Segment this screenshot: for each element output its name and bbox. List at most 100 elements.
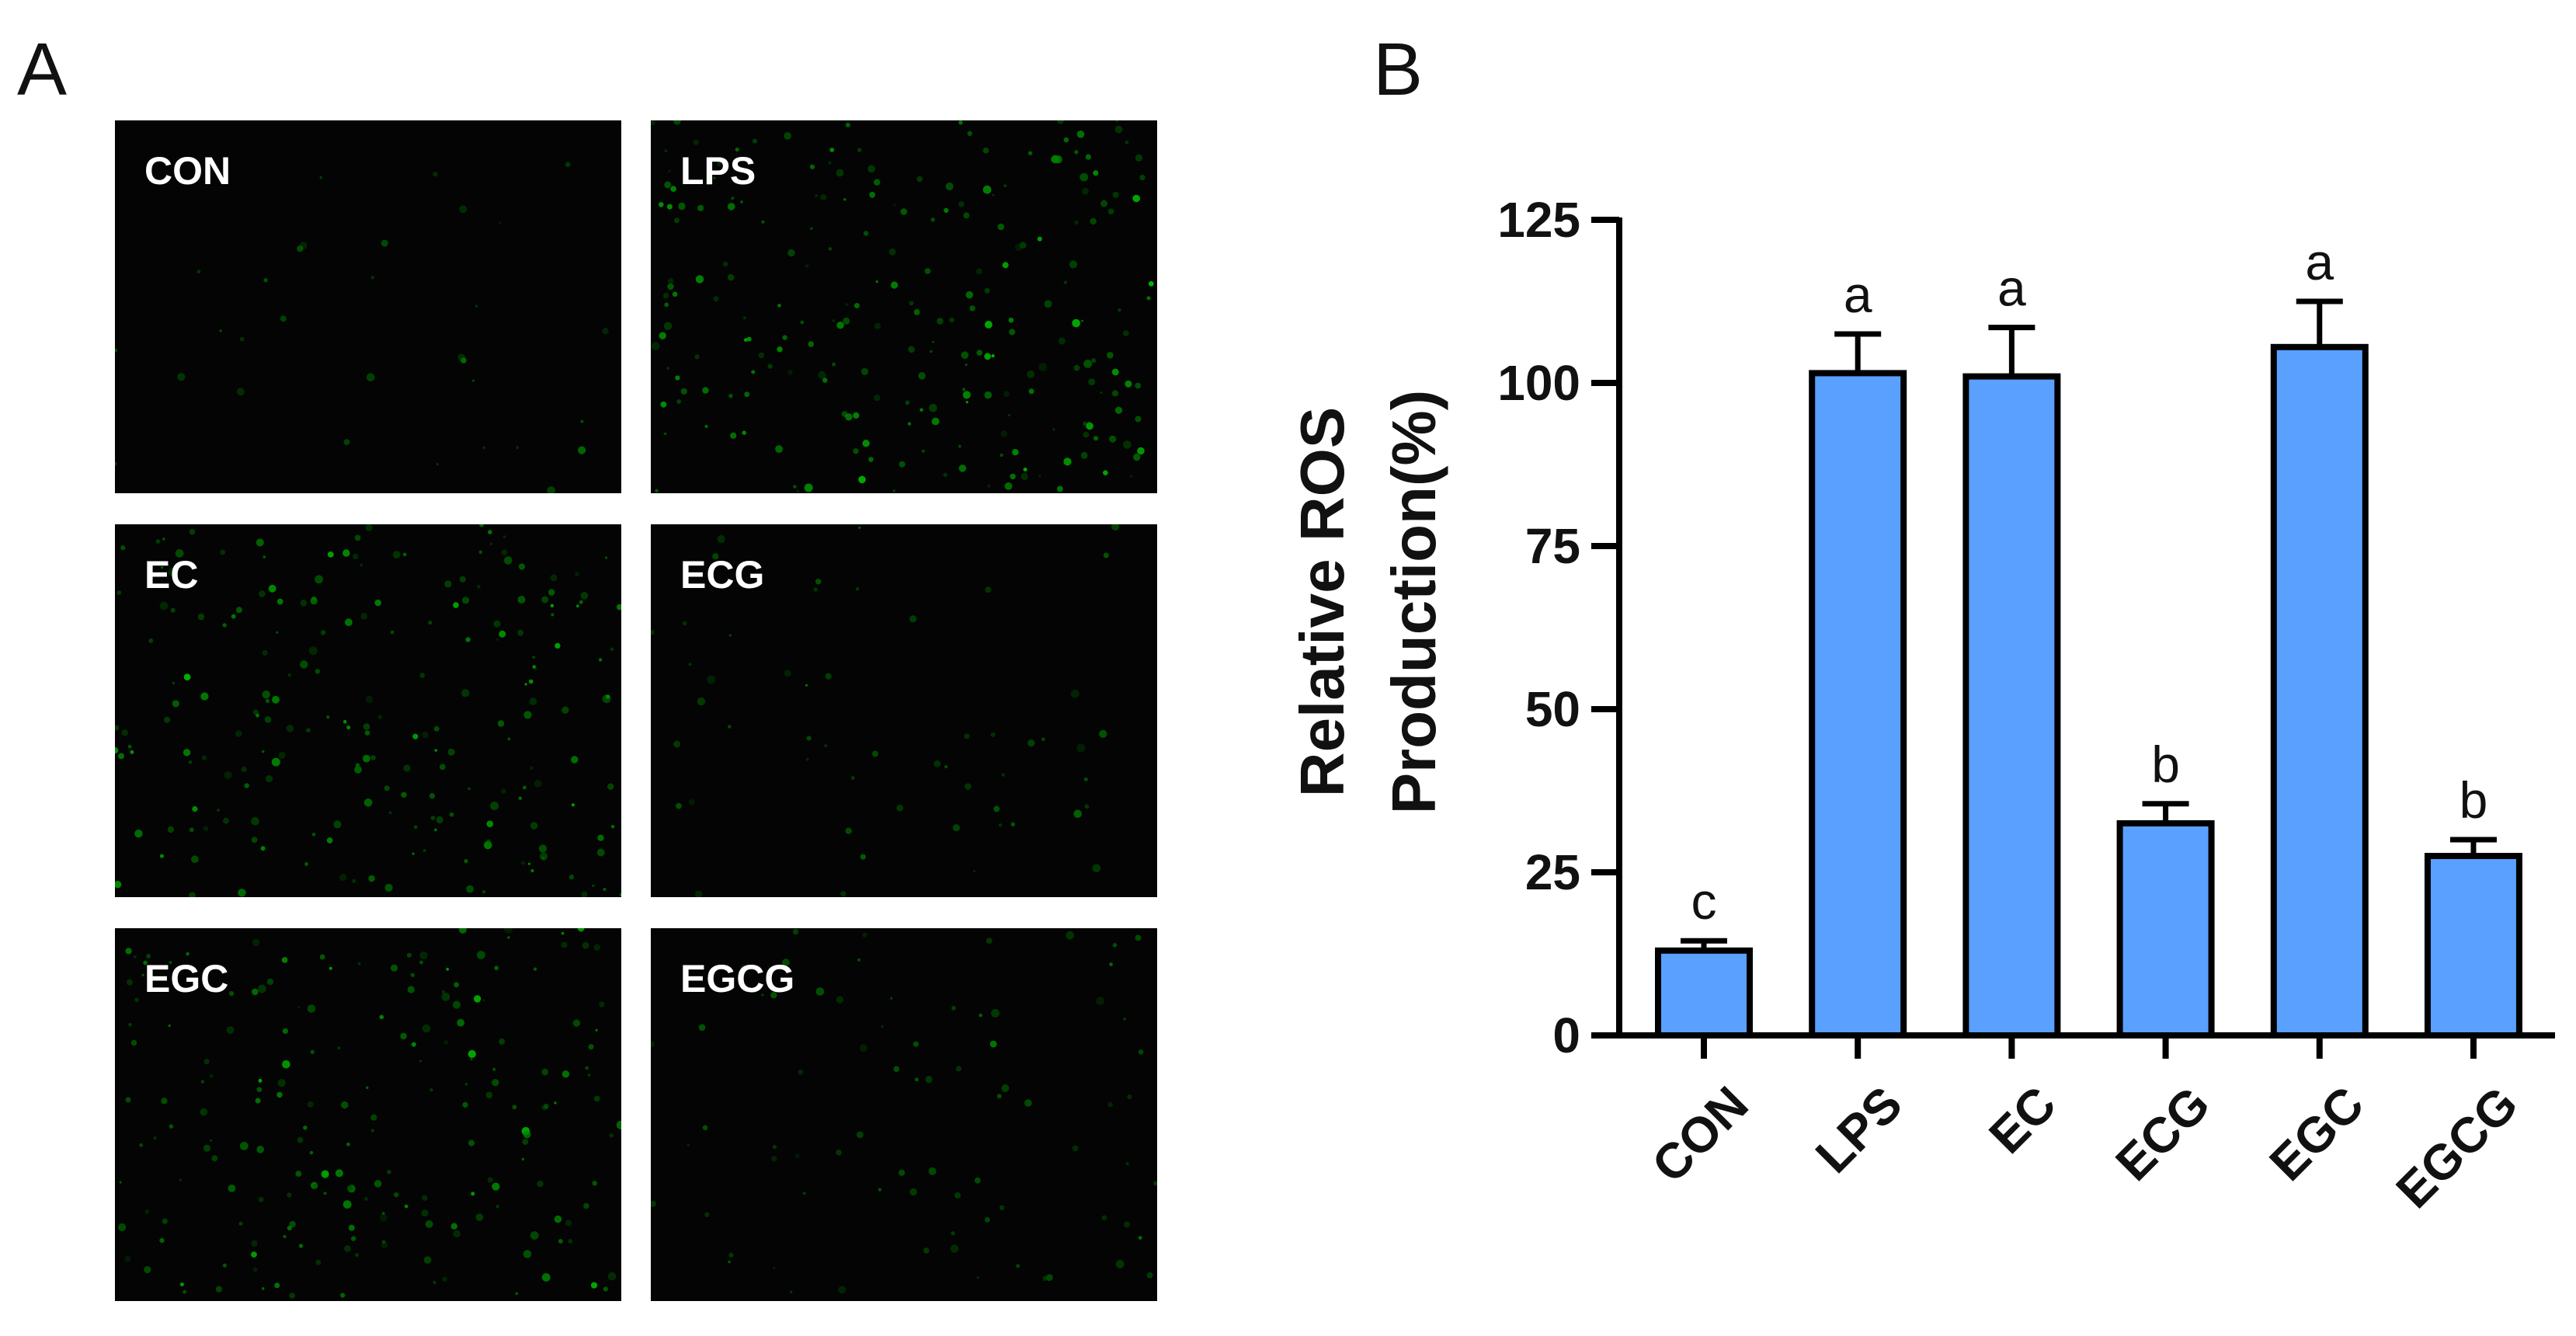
fluorescent-cell <box>379 1213 388 1222</box>
fluorescent-cell <box>771 1156 777 1162</box>
fluorescent-cell <box>419 673 426 678</box>
fluorescent-cell <box>952 824 960 832</box>
fluorescent-cell <box>524 683 527 686</box>
fluorescent-cell <box>161 566 164 569</box>
fluorescent-cell <box>241 766 247 772</box>
fluorescent-cell <box>125 948 132 955</box>
x-tick-label: EC <box>1978 1076 2067 1164</box>
fluorescent-cell <box>659 202 664 207</box>
fluorescent-cell <box>119 1181 122 1184</box>
fluorescent-cell <box>875 280 878 284</box>
fluorescent-cell <box>256 1146 264 1153</box>
fluorescent-cell <box>310 1049 315 1055</box>
fluorescent-cell <box>727 273 735 281</box>
fluorescent-cell <box>134 997 139 1002</box>
fluorescent-cell <box>889 997 893 1000</box>
fluorescent-cell <box>462 1101 468 1108</box>
fluorescent-cell <box>172 681 176 685</box>
fluorescence-spots <box>115 524 621 897</box>
fluorescent-cell <box>673 120 681 125</box>
fluorescent-cell <box>964 733 970 739</box>
fluorescent-cell <box>961 351 969 360</box>
fluorescent-cell <box>289 1220 296 1228</box>
fluorescent-cell <box>1122 330 1129 337</box>
fluorescent-cell <box>1004 482 1013 490</box>
fluorescent-cell <box>913 309 920 315</box>
fluorescent-cell <box>590 1282 598 1289</box>
fluorescent-cell <box>471 379 475 382</box>
fluorescent-cell <box>428 621 433 625</box>
fluorescent-cell <box>343 439 350 446</box>
fluorescent-cell <box>572 1019 581 1027</box>
fluorescent-cell <box>239 336 245 342</box>
fluorescent-cell <box>1135 154 1143 162</box>
fluorescent-cell <box>955 1066 961 1072</box>
fluorescent-cell <box>672 291 678 297</box>
fluorescent-cell <box>578 446 586 454</box>
fluorescent-cell <box>1111 524 1120 531</box>
fluorescent-cell <box>226 1026 235 1035</box>
fluorescent-cell <box>577 928 585 932</box>
fluorescent-cell <box>1081 319 1084 322</box>
y-tick-label: 100 <box>1497 355 1580 411</box>
fluorescent-cell <box>177 373 186 381</box>
fluorescent-cell <box>197 613 205 621</box>
fluorescent-cell <box>598 658 603 662</box>
fluorescence-spots <box>651 928 1157 1294</box>
fluorescent-cell <box>452 1000 461 1009</box>
fluorescent-cell <box>252 938 260 947</box>
fluorescent-cell <box>289 1293 295 1299</box>
fluorescent-cell <box>1124 1221 1130 1228</box>
fluorescent-cell <box>477 584 481 589</box>
fluorescence-spots <box>651 120 1154 493</box>
fluorescent-cell <box>384 785 390 792</box>
fluorescent-cell <box>315 669 321 674</box>
fluorescent-cell <box>298 1244 304 1248</box>
fluorescent-cell <box>403 764 411 772</box>
fluorescent-cell <box>436 463 439 466</box>
fluorescent-cell <box>374 599 382 607</box>
fluorescent-cell <box>335 1169 343 1178</box>
fluorescent-cell <box>315 575 323 584</box>
fluorescent-cell <box>475 304 478 308</box>
fluorescent-cell <box>363 798 373 807</box>
fluorescent-cell <box>200 692 209 701</box>
fluorescent-cell <box>159 854 164 858</box>
fluorescent-cell <box>115 747 119 754</box>
fluorescent-cell <box>1091 358 1097 364</box>
fluorescent-cell <box>682 621 687 626</box>
fluorescent-cell <box>303 1126 308 1130</box>
fluorescent-cell <box>159 1237 165 1244</box>
fluorescent-cell <box>1099 729 1107 738</box>
fluorescent-cell <box>1093 170 1099 176</box>
fluorescent-cell <box>893 1066 900 1073</box>
fluorescent-cell <box>945 183 954 190</box>
fluorescent-cell <box>203 826 209 832</box>
fluorescent-cell <box>357 962 361 965</box>
fluorescent-cell <box>1016 1264 1020 1268</box>
fluorescent-cell <box>675 375 680 381</box>
fluorescent-cell <box>346 1185 353 1191</box>
fluorescent-cell <box>610 647 614 651</box>
fluorescent-cell <box>1008 414 1010 417</box>
fluorescent-cell <box>297 245 304 252</box>
fluorescent-cell <box>1087 422 1091 426</box>
fluorescent-cell <box>192 805 198 812</box>
fluorescent-cell <box>321 1170 329 1178</box>
fluorescence-spots <box>651 524 1120 897</box>
fluorescent-cell <box>770 992 777 999</box>
fluorescent-cell <box>651 629 655 635</box>
fluorescent-cell <box>1008 317 1014 323</box>
fluorescent-cell <box>442 990 445 993</box>
fluorescent-cell <box>504 556 513 565</box>
fluorescent-cell <box>251 816 259 826</box>
fluorescent-cell <box>751 370 756 374</box>
fluorescent-cell <box>276 1091 283 1098</box>
fluorescent-cell <box>554 1101 557 1105</box>
fluorescent-cell <box>592 884 595 887</box>
fluorescent-cell <box>702 1125 708 1131</box>
fluorescent-cell <box>189 892 196 897</box>
fluorescent-cell <box>1063 137 1069 143</box>
fluorescent-cell <box>607 783 614 790</box>
fluorescent-cell <box>845 303 849 307</box>
